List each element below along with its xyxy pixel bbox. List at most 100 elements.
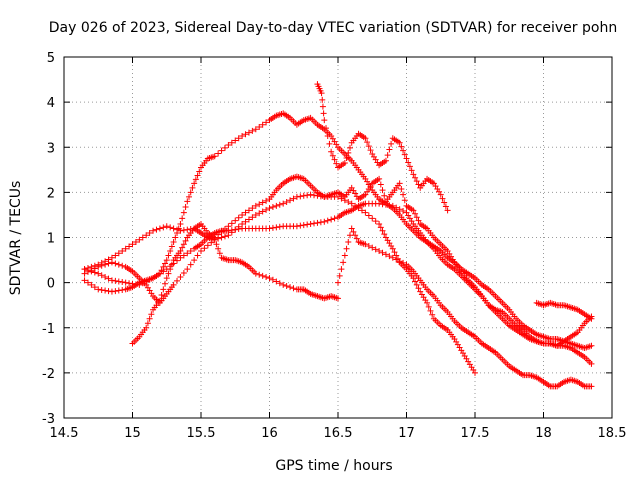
- data-point: [379, 201, 386, 208]
- data-point: [362, 241, 369, 248]
- data-point: [259, 272, 266, 279]
- series-arc-5: [335, 225, 595, 390]
- data-point: [126, 280, 133, 287]
- data-point: [182, 237, 189, 244]
- data-point: [341, 197, 348, 204]
- data-point: [400, 207, 407, 214]
- data-point: [382, 201, 389, 208]
- data-point: [165, 252, 172, 259]
- data-point: [341, 252, 348, 259]
- data-point: [215, 245, 222, 252]
- data-point: [112, 288, 119, 295]
- data-point: [115, 250, 122, 257]
- data-point: [377, 224, 384, 231]
- series-arc-2: [81, 110, 595, 352]
- data-point: [338, 266, 345, 273]
- data-point: [136, 281, 143, 288]
- data-point: [415, 181, 422, 188]
- data-point: [174, 229, 181, 236]
- data-point: [156, 297, 163, 304]
- data-point: [194, 172, 201, 179]
- data-point: [413, 178, 420, 185]
- data-point: [196, 168, 203, 175]
- data-point: [352, 232, 359, 239]
- data-point: [216, 250, 223, 257]
- data-point: [442, 203, 449, 210]
- data-point: [386, 146, 393, 153]
- data-point: [187, 189, 194, 196]
- data-point: [215, 150, 222, 157]
- data-point: [439, 195, 446, 202]
- data-point: [187, 248, 194, 255]
- data-point: [139, 234, 146, 241]
- data-point: [365, 143, 372, 150]
- data-point: [249, 127, 256, 134]
- data-point: [389, 245, 396, 252]
- data-point: [273, 224, 280, 231]
- data-point: [326, 140, 333, 147]
- data-point: [180, 227, 187, 234]
- data-point: [338, 195, 345, 202]
- data-point: [177, 220, 184, 227]
- data-point: [126, 243, 133, 250]
- data-point: [184, 266, 191, 273]
- data-point: [348, 225, 355, 232]
- data-point: [122, 245, 129, 252]
- y-tick-label: 1: [47, 232, 55, 247]
- data-point: [175, 225, 182, 232]
- data-point: [119, 262, 126, 269]
- data-point: [413, 281, 420, 288]
- data-point: [163, 257, 170, 264]
- data-point: [162, 280, 169, 287]
- data-point: [232, 137, 239, 144]
- data-point: [345, 198, 352, 205]
- y-tick-label: 0: [47, 277, 55, 292]
- data-point: [98, 286, 105, 293]
- data-point: [412, 174, 419, 181]
- data-point: [396, 139, 403, 146]
- data-point: [98, 272, 105, 279]
- data-point: [346, 232, 353, 239]
- data-point: [252, 270, 259, 277]
- data-point: [376, 200, 383, 207]
- data-point: [156, 225, 163, 232]
- data-point: [280, 200, 287, 207]
- data-point: [293, 223, 300, 230]
- data-point: [400, 147, 407, 154]
- data-point: [365, 212, 372, 219]
- data-point: [204, 242, 211, 249]
- data-point: [136, 236, 143, 243]
- data-point: [177, 248, 184, 255]
- data-point: [358, 207, 365, 214]
- data-point: [415, 285, 422, 292]
- data-point: [362, 135, 369, 142]
- y-tick-label: -1: [42, 322, 55, 337]
- data-point: [386, 202, 393, 209]
- data-point: [324, 217, 331, 224]
- data-point: [160, 268, 167, 275]
- data-point: [191, 180, 198, 187]
- data-point: [211, 236, 218, 243]
- data-point: [588, 315, 595, 322]
- data-point: [367, 147, 374, 154]
- data-point: [95, 270, 102, 277]
- data-point: [198, 248, 204, 255]
- data-point: [105, 260, 112, 267]
- data-point: [201, 245, 208, 252]
- data-point: [167, 266, 174, 273]
- data-point: [352, 202, 359, 209]
- data-point: [239, 211, 246, 218]
- series-arc-4: [81, 236, 341, 306]
- data-point: [408, 167, 415, 174]
- data-point: [372, 246, 379, 253]
- data-point: [348, 200, 355, 207]
- data-point: [340, 259, 347, 266]
- data-point: [91, 265, 98, 272]
- data-point: [115, 287, 122, 294]
- data-point: [221, 233, 228, 240]
- data-point: [256, 271, 263, 278]
- data-point: [108, 288, 115, 295]
- data-point: [211, 153, 218, 160]
- data-point: [84, 279, 91, 286]
